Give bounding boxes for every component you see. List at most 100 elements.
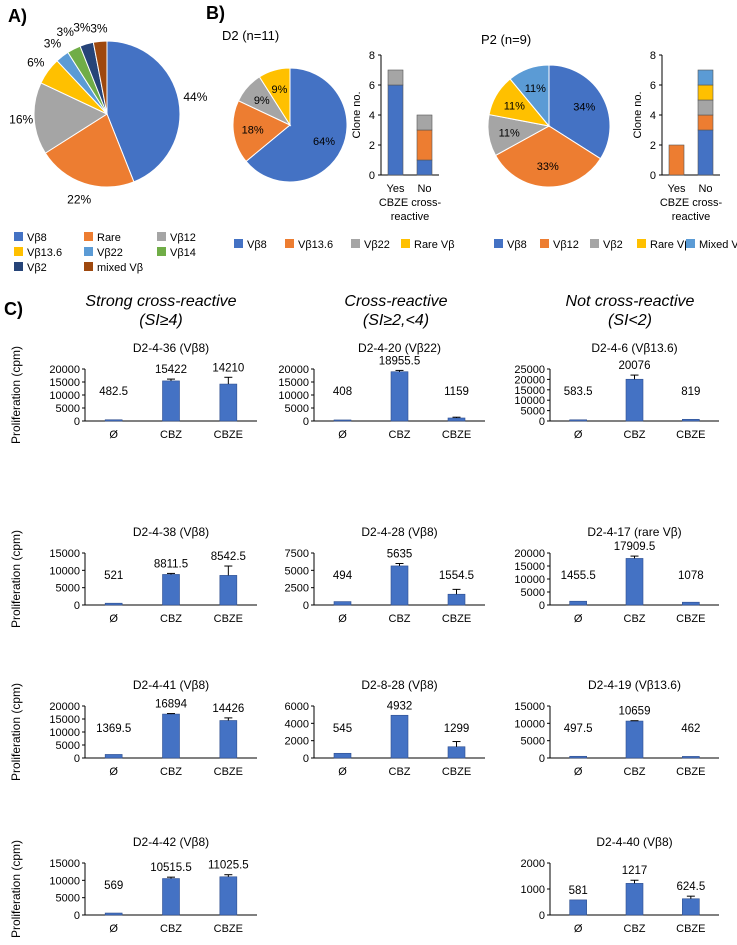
x-tick-label: CBZ [160, 613, 182, 625]
bar [625, 720, 644, 759]
x-tick-label: CBZ [389, 766, 411, 778]
bar [569, 600, 587, 606]
y-tick-label: 5000 [56, 403, 80, 415]
C-2-2-bar-chart: D2-4-28 (Vβ8) 0 2500 5000 7500 494 Ø 5635 CBZ 155… [285, 525, 485, 625]
x-tick-label: Ø [574, 766, 583, 778]
panel-label-b: B) [206, 3, 225, 23]
bar [625, 558, 644, 606]
data-label: 494 [333, 570, 353, 582]
bar [447, 593, 466, 606]
x-tick-label: CBZ [160, 923, 182, 935]
y-tick-label: 10000 [49, 727, 80, 739]
x-tick-label: No [698, 183, 712, 195]
bar [104, 602, 123, 606]
data-label: 15422 [155, 364, 187, 376]
x-tick-label: Ø [338, 429, 347, 441]
B-D2-bar-stacked-bar: 0 2 4 6 8 Clone no. Yes No CBZE cross-reactive [351, 50, 442, 223]
pie-slice [33, 82, 109, 154]
bar [569, 419, 587, 422]
y-tick-label: 20000 [514, 374, 545, 386]
C-1-3-bar-chart: D2-4-6 (Vβ13.6) 0500010000150002000025000… [514, 341, 719, 441]
data-label: 1217 [622, 865, 648, 877]
stacked-bar-segment [697, 114, 714, 131]
y-tick-label: 6000 [285, 701, 309, 713]
chart-title: D2-4-36 (Vβ8) [133, 341, 209, 355]
data-label: 497.5 [564, 723, 593, 735]
x-tick-label: CBZ [624, 429, 646, 441]
legend-swatch [540, 239, 549, 248]
pie-data-label: 9% [254, 95, 270, 107]
data-label: 1554.5 [439, 570, 474, 582]
data-label: 545 [333, 723, 352, 735]
B-D2-pie-pie: 64% 18% 9%9% D2 (n=11) [222, 28, 348, 183]
stacked-bar-segment [416, 159, 433, 176]
y-tick-label: 0 [74, 416, 80, 428]
y-tick-label: 5000 [521, 406, 545, 418]
y-tick-label: 15000 [514, 701, 545, 713]
x-tick-label: CBZE [214, 613, 243, 625]
legend-swatch [157, 247, 166, 256]
chart-title: D2-4-17 (rare Vβ) [587, 525, 681, 539]
y-tick-label: 10000 [514, 718, 545, 730]
pie-slice [92, 40, 108, 115]
data-label: 16894 [155, 699, 188, 711]
chart-title: D2-4-19 (Vβ13.6) [588, 678, 681, 692]
C-4-3-bar-chart: D2-4-40 (Vβ8) 0 1000 2000 581 Ø 1217 CBZ 624.5 CB… [521, 835, 719, 935]
legend-a: Vβ8 Rare Vβ12 Vβ13.6 Vβ22 Vβ14 Vβ2 mixed Vβ [14, 232, 196, 274]
header-cross-reactive-si: (SI≥2,<4) [363, 312, 429, 329]
bar [447, 417, 466, 422]
legend-b-d2: Vβ8 Vβ13.6 Vβ22 Rare Vβ [234, 239, 455, 251]
chart-title: D2-4-28 (Vβ8) [361, 525, 437, 539]
x-tick-label: Ø [338, 613, 347, 625]
x-tick-label: CBZ [160, 766, 182, 778]
x-tick-label: Ø [574, 429, 583, 441]
bar [162, 574, 180, 606]
x-tick-label: Ø [109, 923, 118, 935]
y-tick-label: 2000 [285, 736, 309, 748]
header-not-cross-reactive-si: (SI<2) [608, 312, 652, 329]
chart-title: D2-4-6 (Vβ13.6) [591, 341, 677, 355]
data-label: 10515.5 [150, 862, 192, 874]
y-tick-label: 20000 [514, 548, 545, 560]
legend-entry: Mixed Vβ [699, 239, 737, 251]
bar [682, 418, 700, 422]
pie-slice [258, 67, 291, 127]
x-tick-label: Ø [109, 766, 118, 778]
y-axis-label: Clone no. [632, 91, 644, 138]
y-tick-label: 15000 [49, 548, 80, 560]
bar [333, 752, 352, 759]
pie-data-label: 18% [242, 125, 264, 137]
legend-entry: Vβ12 [553, 239, 579, 251]
bar [682, 756, 700, 759]
legend-entry: Vβ22 [97, 247, 123, 259]
pie-data-label: 11% [525, 83, 546, 95]
pie-data-label: 34% [573, 102, 595, 114]
stacked-bar-segment [697, 99, 714, 116]
pie-slice [232, 100, 291, 163]
legend-b-p2: Vβ8 Vβ12 Vβ2 Rare Vβ Mixed Vβ [494, 239, 737, 251]
C-4-1-bar-chart: D2-4-42 (Vβ8) 0 5000 10000 15000 569 Ø 10515.5 C… [9, 835, 257, 938]
bar [104, 754, 123, 759]
x-tick-label: CBZE [676, 766, 705, 778]
header-not-cross-reactive: Not cross-reactive [566, 293, 695, 310]
y-tick-label: 10000 [278, 390, 309, 402]
y-tick-label: 4000 [285, 718, 309, 730]
pie-data-label: 64% [313, 136, 335, 148]
data-label: 8542.5 [211, 551, 246, 563]
y-tick-label: 7500 [285, 548, 309, 560]
chart-title: D2-4-41 (Vβ8) [133, 678, 209, 692]
x-tick-label: Ø [109, 429, 118, 441]
bar [219, 383, 238, 422]
pie-data-label: 3% [73, 21, 91, 35]
bar [625, 883, 644, 916]
chart-title: D2-4-40 (Vβ8) [596, 835, 672, 849]
y-tick-label: 4 [650, 110, 656, 122]
panel-label-c: C) [4, 299, 23, 319]
data-label: 1078 [678, 570, 704, 582]
y-tick-label: 20000 [278, 364, 309, 376]
data-label: 10659 [619, 706, 651, 718]
legend-entry: Vβ8 [507, 239, 527, 251]
legend-swatch [234, 239, 243, 248]
x-tick-label: CBZE [214, 923, 243, 935]
